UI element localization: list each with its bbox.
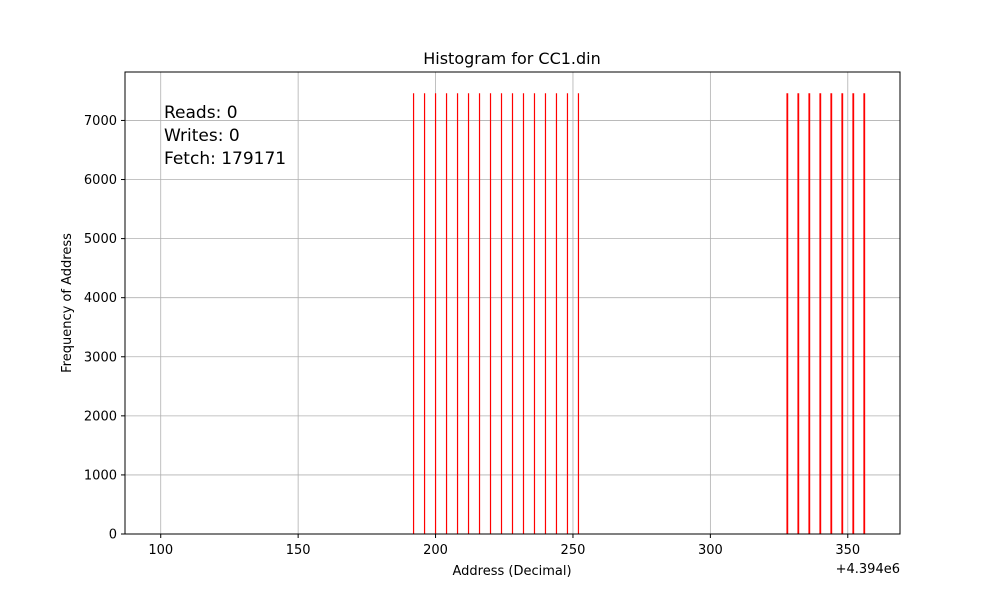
x-tick-label: 200 xyxy=(423,543,448,558)
x-axis-label: Address (Decimal) xyxy=(452,564,571,579)
y-tick-label: 4000 xyxy=(84,291,117,306)
x-tick-label: 350 xyxy=(835,543,860,558)
x-offset-label: +4.394e6 xyxy=(836,562,900,577)
bars xyxy=(412,93,866,534)
fetch-annotation: Fetch: 179171 xyxy=(164,149,286,169)
y-tick-label: 1000 xyxy=(84,468,117,483)
y-tick-label: 2000 xyxy=(84,409,117,424)
x-tick-label: 300 xyxy=(698,543,723,558)
x-tick-label: 100 xyxy=(148,543,173,558)
y-tick-label: 5000 xyxy=(84,232,117,247)
x-tick-label: 250 xyxy=(561,543,586,558)
chart-title: Histogram for CC1.din xyxy=(423,49,601,68)
y-tick-label: 6000 xyxy=(84,173,117,188)
y-axis-label: Frequency of Address xyxy=(60,233,75,373)
y-tick-label: 7000 xyxy=(84,114,117,129)
x-tick-label: 150 xyxy=(286,543,311,558)
x-ticks: 100 150 200 250 300 350 xyxy=(148,534,860,558)
writes-annotation: Writes: 0 xyxy=(164,126,240,146)
y-tick-label: 0 xyxy=(109,528,117,543)
reads-annotation: Reads: 0 xyxy=(164,103,238,123)
plot-frame xyxy=(124,71,901,535)
y-tick-label: 3000 xyxy=(84,350,117,365)
y-ticks: 0 1000 2000 3000 4000 5000 6000 7000 xyxy=(84,114,125,543)
